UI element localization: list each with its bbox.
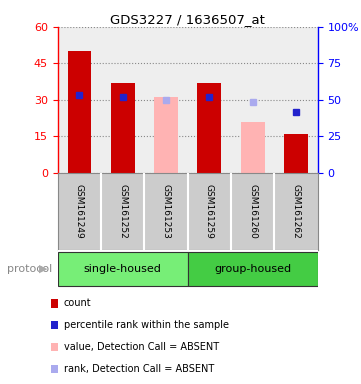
Bar bbox=[188, 252, 318, 286]
Text: rank, Detection Call = ABSENT: rank, Detection Call = ABSENT bbox=[64, 364, 214, 374]
Text: count: count bbox=[64, 298, 92, 308]
Title: GDS3227 / 1636507_at: GDS3227 / 1636507_at bbox=[110, 13, 265, 26]
Text: GSM161260: GSM161260 bbox=[248, 184, 257, 238]
Bar bbox=[58, 252, 188, 286]
Text: GSM161259: GSM161259 bbox=[205, 184, 214, 238]
Text: group-housed: group-housed bbox=[214, 264, 291, 274]
Text: GSM161249: GSM161249 bbox=[75, 184, 84, 238]
Bar bbox=[111, 83, 135, 173]
Text: GSM161253: GSM161253 bbox=[162, 184, 170, 238]
Text: single-housed: single-housed bbox=[84, 264, 162, 274]
Bar bbox=[241, 122, 265, 173]
Text: protocol: protocol bbox=[7, 264, 52, 274]
Text: value, Detection Call = ABSENT: value, Detection Call = ABSENT bbox=[64, 342, 219, 352]
Bar bbox=[154, 98, 178, 173]
Text: GSM161262: GSM161262 bbox=[292, 184, 300, 238]
Bar bbox=[284, 134, 308, 173]
Text: percentile rank within the sample: percentile rank within the sample bbox=[64, 320, 229, 330]
Bar bbox=[197, 83, 221, 173]
Text: GSM161252: GSM161252 bbox=[118, 184, 127, 238]
Bar bbox=[68, 51, 91, 173]
Text: ▶: ▶ bbox=[39, 264, 48, 274]
